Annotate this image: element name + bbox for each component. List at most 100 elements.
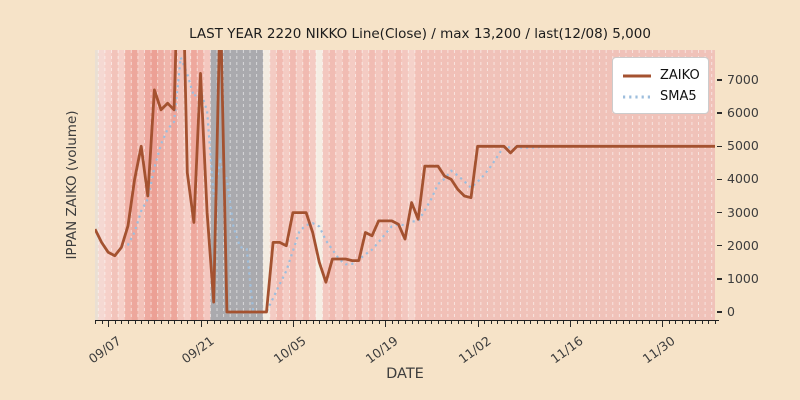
y-tick-mark	[717, 278, 722, 280]
x-minor-tick-mark	[325, 321, 327, 324]
x-minor-tick-mark	[405, 321, 407, 324]
legend-label-sma5: SMA5	[660, 89, 697, 104]
sma5-line-swatch-icon	[623, 95, 651, 98]
background-band	[177, 50, 185, 320]
x-minor-tick-mark	[431, 321, 433, 324]
background-band	[329, 50, 336, 320]
background-band	[355, 50, 363, 320]
background-band	[95, 50, 99, 320]
x-tick-label: 09/07	[85, 333, 124, 367]
x-major-tick-mark	[108, 321, 110, 327]
background-band	[263, 50, 270, 320]
x-minor-tick-mark	[622, 321, 624, 324]
x-minor-tick-mark	[576, 321, 578, 324]
x-minor-tick-mark	[95, 321, 97, 324]
background-band	[184, 50, 191, 320]
x-minor-tick-mark	[616, 321, 618, 324]
background-band	[282, 50, 290, 320]
plot-area	[95, 50, 715, 320]
x-minor-tick-mark	[114, 321, 116, 324]
x-axis-label: DATE	[386, 366, 424, 382]
x-major-tick-mark	[477, 321, 479, 327]
x-minor-tick-mark	[312, 321, 314, 324]
x-minor-tick-mark	[471, 321, 473, 324]
x-minor-tick-mark	[701, 321, 703, 324]
x-minor-tick-mark	[286, 321, 288, 324]
background-band	[362, 50, 369, 320]
x-major-tick-mark	[200, 321, 202, 327]
x-minor-tick-mark	[319, 321, 321, 324]
background-band	[335, 50, 343, 320]
background-band	[289, 50, 297, 320]
x-minor-tick-mark	[675, 321, 677, 324]
x-minor-tick-mark	[490, 321, 492, 324]
x-tick-label: 11/02	[455, 333, 494, 367]
x-minor-tick-mark	[609, 321, 611, 324]
y-tick-mark	[717, 79, 722, 81]
x-minor-tick-mark	[187, 321, 189, 324]
x-minor-tick-mark	[352, 321, 354, 324]
x-tick-label: 10/19	[362, 333, 401, 367]
x-minor-tick-mark	[484, 321, 486, 324]
y-tick-label: 0	[727, 304, 735, 319]
background-band	[315, 50, 323, 320]
y-tick-mark	[717, 178, 722, 181]
x-minor-tick-mark	[510, 321, 512, 324]
x-minor-tick-mark	[543, 321, 545, 324]
x-minor-tick-mark	[695, 321, 697, 324]
zaiko-series-line	[95, 50, 715, 314]
background-band	[118, 50, 125, 320]
background-band	[395, 50, 402, 320]
x-minor-tick-mark	[642, 321, 644, 324]
x-minor-tick-mark	[240, 321, 242, 324]
x-minor-tick-mark	[602, 321, 604, 324]
x-minor-tick-mark	[457, 321, 459, 324]
legend-label-zaiko: ZAIKO	[660, 68, 700, 83]
background-band	[388, 50, 396, 320]
background-band	[381, 50, 389, 320]
y-tick-mark	[717, 245, 722, 247]
background-band	[401, 50, 409, 320]
background-band	[197, 50, 204, 320]
x-minor-tick-mark	[161, 321, 163, 324]
x-minor-tick-mark	[154, 321, 156, 324]
background-band	[104, 50, 112, 320]
x-minor-tick-mark	[246, 321, 248, 324]
x-minor-tick-mark	[101, 321, 103, 324]
x-minor-tick-mark	[583, 321, 585, 324]
x-major-tick-mark	[569, 321, 571, 327]
background-band	[309, 50, 316, 320]
background-band	[137, 50, 145, 320]
x-minor-tick-mark	[226, 321, 228, 324]
zaiko-line-swatch-icon	[623, 74, 651, 77]
background-band	[296, 50, 303, 320]
x-tick-label: 11/30	[639, 333, 678, 367]
x-major-tick-mark	[292, 321, 294, 327]
x-minor-tick-mark	[134, 321, 136, 324]
x-major-tick-mark	[385, 321, 387, 327]
background-band	[375, 50, 382, 320]
x-minor-tick-mark	[253, 321, 255, 324]
x-minor-tick-mark	[668, 321, 670, 324]
background-band	[124, 50, 132, 320]
background-band	[302, 50, 310, 320]
chart-title: LAST YEAR 2220 NIKKO Line(Close) / max 1…	[189, 26, 651, 42]
x-minor-tick-mark	[279, 321, 281, 324]
y-axis-label: IPPAN ZAIKO (volume)	[64, 110, 80, 260]
y-tick-label: 6000	[727, 105, 759, 121]
x-minor-tick-mark	[147, 321, 149, 324]
x-minor-tick-mark	[629, 321, 631, 324]
y-tick-label: 7000	[727, 72, 759, 87]
x-minor-tick-mark	[266, 321, 268, 324]
background-band	[348, 50, 356, 320]
y-tick-label: 5000	[727, 138, 759, 154]
x-minor-tick-mark	[563, 321, 565, 324]
y-tick-mark	[717, 211, 722, 214]
x-minor-tick-mark	[530, 321, 532, 324]
x-minor-tick-mark	[193, 321, 195, 324]
background-band	[190, 50, 198, 320]
x-minor-tick-mark	[358, 321, 360, 324]
x-minor-tick-mark	[715, 321, 717, 324]
x-minor-tick-mark	[141, 321, 143, 324]
